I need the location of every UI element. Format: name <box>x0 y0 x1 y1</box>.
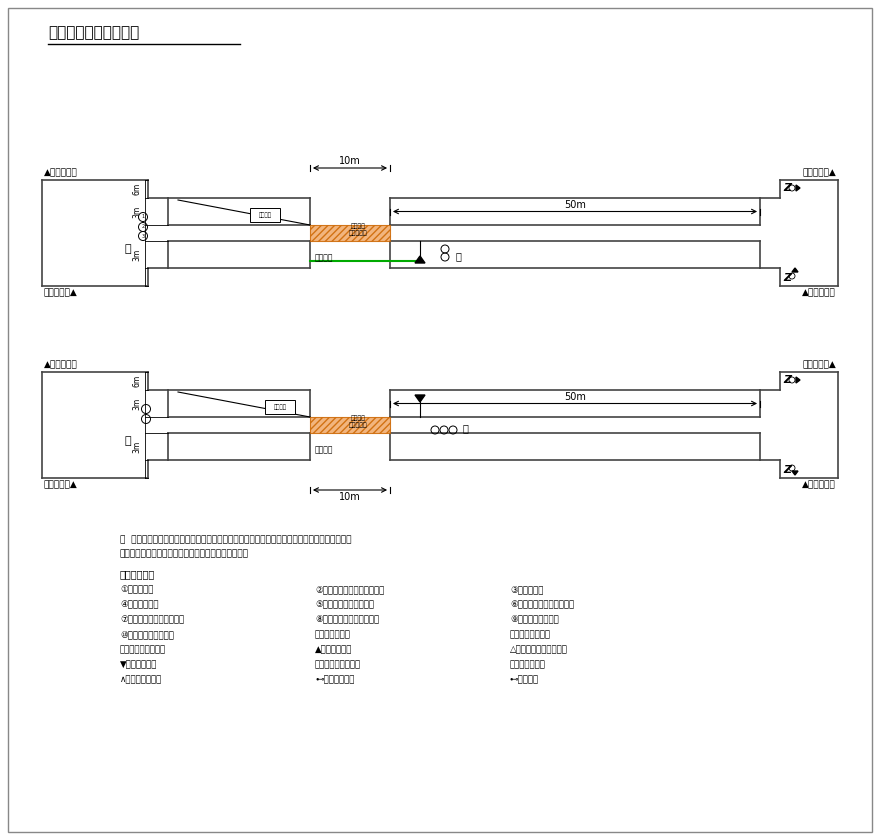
Polygon shape <box>792 471 798 475</box>
Text: ⊷：トラ管: ⊷：トラ管 <box>510 675 539 684</box>
Text: Z: Z <box>783 273 791 283</box>
Polygon shape <box>796 185 800 191</box>
Text: する。工事期間中両端に交通誘導員を配置する。: する。工事期間中両端に交通誘導員を配置する。 <box>120 549 249 558</box>
Text: ▲左折工事中: ▲左折工事中 <box>803 480 836 489</box>
Text: Z: Z <box>783 465 791 475</box>
Text: ④：規制表示板: ④：規制表示板 <box>120 600 158 609</box>
Text: 10m: 10m <box>339 492 361 502</box>
Text: 工事箇所
工事情報系: 工事箇所 工事情報系 <box>348 223 367 236</box>
Text: ㍿: ㍿ <box>125 244 131 254</box>
Text: ㍿: ㍿ <box>455 251 461 261</box>
Bar <box>310 225 390 241</box>
Text: 給水本管: 給水本管 <box>315 253 334 262</box>
Polygon shape <box>415 256 425 263</box>
Text: 3m: 3m <box>132 249 141 260</box>
Bar <box>310 417 390 433</box>
Text: ⑨：停止位置表示板: ⑨：停止位置表示板 <box>510 615 559 624</box>
Text: ▲：予告表示板: ▲：予告表示板 <box>315 645 352 654</box>
Text: 右折工事中▲: 右折工事中▲ <box>803 360 836 369</box>
Text: 1: 1 <box>142 214 144 219</box>
Text: ③：規制標識: ③：規制標識 <box>510 585 543 594</box>
Text: 仮工事箱: 仮工事箱 <box>274 404 287 410</box>
Text: Z: Z <box>783 375 791 385</box>
FancyBboxPatch shape <box>265 400 295 414</box>
Text: ▲左折工事中: ▲左折工事中 <box>803 288 836 297</box>
Text: 給水本管: 給水本管 <box>315 445 334 454</box>
Text: ∧：カラーコーン: ∧：カラーコーン <box>120 675 162 684</box>
Text: 3: 3 <box>142 234 144 239</box>
Text: 6m: 6m <box>132 375 141 387</box>
Text: ⑬：水道工事中看板: ⑬：水道工事中看板 <box>120 645 166 654</box>
Text: △：警戒標識（２１３）: △：警戒標識（２１３） <box>510 645 568 654</box>
Text: ▲左折工事中: ▲左折工事中 <box>44 168 77 177</box>
Text: ▲左折工事中: ▲左折工事中 <box>44 360 77 369</box>
Text: 仮工事箱: 仮工事箱 <box>259 213 272 218</box>
Text: 右折工事中▲: 右折工事中▲ <box>44 480 77 489</box>
Text: 50m: 50m <box>564 199 586 209</box>
Text: ①：歩行者道: ①：歩行者道 <box>120 585 153 594</box>
Text: ⑩：車両通行止表示板: ⑩：車両通行止表示板 <box>120 630 174 639</box>
Text: ⑫：工事説明看板: ⑫：工事説明看板 <box>510 630 551 639</box>
Polygon shape <box>796 377 800 383</box>
Text: 右折工事中▲: 右折工事中▲ <box>44 288 77 297</box>
Text: 2: 2 <box>142 224 144 229</box>
Text: ㍿: ㍿ <box>125 436 131 446</box>
Text: ⊷：コーンバー: ⊷：コーンバー <box>315 675 355 684</box>
Text: －記入凡例－: －記入凡例－ <box>120 569 155 579</box>
Text: 50m: 50m <box>564 391 586 402</box>
FancyBboxPatch shape <box>250 208 280 222</box>
Text: ⑥：「片側交互通行」標識: ⑥：「片側交互通行」標識 <box>510 600 574 609</box>
Text: 右折工事中▲: 右折工事中▲ <box>803 168 836 177</box>
Text: ⑦：「工事区間始り」標識: ⑦：「工事区間始り」標識 <box>120 615 184 624</box>
Text: ⑪：工事情報板: ⑪：工事情報板 <box>315 630 351 639</box>
Text: 注  余裕区間長は、工事施工延長、架設材の配置状況により決定するが、一般に１０ｍを標準と: 注 余裕区間長は、工事施工延長、架設材の配置状況により決定するが、一般に１０ｍを… <box>120 535 351 544</box>
Text: 〒：まわり道案内板: 〒：まわり道案内板 <box>315 660 361 669</box>
Text: ▼：工事中看板: ▼：工事中看板 <box>120 660 158 669</box>
Text: 工事箇所
工事情報系: 工事箇所 工事情報系 <box>348 416 367 428</box>
Text: 3m: 3m <box>132 205 141 218</box>
Text: 6m: 6m <box>132 183 141 195</box>
Text: 3m: 3m <box>132 440 141 453</box>
Polygon shape <box>415 395 425 402</box>
Text: ②：規制標識（３１１－Ｆ）: ②：規制標識（３１１－Ｆ） <box>315 585 385 594</box>
Text: ㍿: ㍿ <box>462 423 468 433</box>
Polygon shape <box>792 268 798 272</box>
Text: ⑧：「工事区間終り」標識: ⑧：「工事区間終り」標識 <box>315 615 379 624</box>
Text: 10m: 10m <box>339 156 361 166</box>
Text: Z: Z <box>783 183 791 193</box>
Text: ⑤：規制標識（３２９）: ⑤：規制標識（３２９） <box>315 600 374 609</box>
Text: 道路保安図　片側交互: 道路保安図 片側交互 <box>48 25 139 40</box>
Text: 3m: 3m <box>132 397 141 410</box>
Text: ㍿：交通誘導員: ㍿：交通誘導員 <box>510 660 546 669</box>
